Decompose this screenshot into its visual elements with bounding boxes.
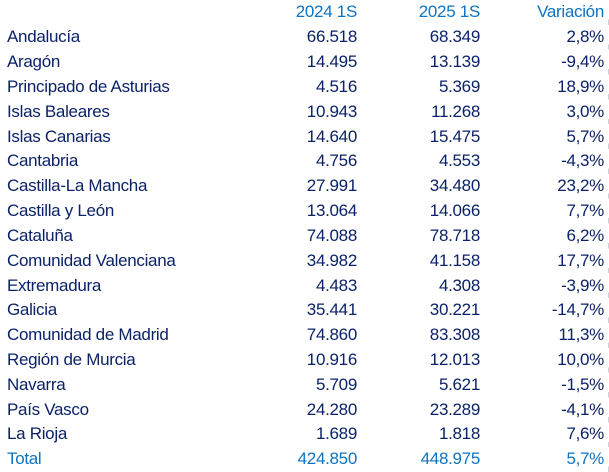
value-2024-1s: 1.689 <box>315 424 357 444</box>
variation-value: 17,7% <box>557 250 604 270</box>
region-name: Navarra <box>7 374 66 394</box>
table-row: Cantabria 4.756 4.553 -4,3% <box>0 149 609 174</box>
region-name: Andalucía <box>7 27 80 47</box>
value-2024-1s: 24.280 <box>306 399 357 419</box>
variation-value: 18,9% <box>557 76 604 96</box>
value-2024-1s: 66.518 <box>306 27 357 47</box>
region-name: Extremadura <box>7 275 102 295</box>
value-2025-1s: 83.308 <box>429 325 480 345</box>
region-name: Comunidad Valenciana <box>7 250 176 270</box>
region-name: Comunidad de Madrid <box>7 325 169 345</box>
value-2025-1s: 5.621 <box>438 374 480 394</box>
column-header-2025-1s: 2025 1S <box>418 2 480 22</box>
variation-value: -4,1% <box>561 399 604 419</box>
variation-value: 6,2% <box>566 225 604 245</box>
region-name: Galicia <box>7 300 57 320</box>
value-2024-1s: 4.516 <box>315 76 357 96</box>
value-2024-1s: 10.943 <box>306 101 357 121</box>
variation-value: 7,7% <box>566 201 604 221</box>
variation-value: 23,2% <box>557 176 604 196</box>
variation-value: -14,7% <box>551 300 604 320</box>
table-row: Islas Baleares 10.943 11.268 3,0% <box>0 99 609 124</box>
value-2024-1s: 27.991 <box>306 176 357 196</box>
variation-value: 5,7% <box>566 126 604 146</box>
value-2025-1s: 4.553 <box>438 151 480 171</box>
value-2025-1s: 68.349 <box>429 27 480 47</box>
variation-value: 5,7% <box>566 449 604 469</box>
value-2024-1s: 35.441 <box>306 300 357 320</box>
value-2025-1s: 78.718 <box>429 225 480 245</box>
value-2025-1s: 13.139 <box>429 52 480 72</box>
value-2025-1s: 1.818 <box>438 424 480 444</box>
table-row: Galicia 35.441 30.221 -14,7% <box>0 298 609 323</box>
table-row: Extremadura 4.483 4.308 -3,9% <box>0 273 609 298</box>
value-2025-1s: 14.066 <box>429 201 480 221</box>
value-2024-1s: 424.850 <box>297 449 357 469</box>
table-row: Comunidad de Madrid 74.860 83.308 11,3% <box>0 323 609 348</box>
table-row: Castilla y León 13.064 14.066 7,7% <box>0 199 609 224</box>
variation-value: -9,4% <box>561 52 604 72</box>
variation-value: 3,0% <box>566 101 604 121</box>
table-row: Castilla-La Mancha 27.991 34.480 23,2% <box>0 174 609 199</box>
value-2024-1s: 10.916 <box>306 350 357 369</box>
column-header-variacion: Variación <box>537 2 604 22</box>
region-name: Castilla y León <box>7 201 115 221</box>
value-2024-1s: 5.709 <box>315 374 357 394</box>
value-2025-1s: 5.369 <box>438 76 480 96</box>
table-row: Andalucía 66.518 68.349 2,8% <box>0 25 609 50</box>
value-2024-1s: 13.064 <box>306 201 357 221</box>
value-2024-1s: 4.756 <box>315 151 357 171</box>
value-2025-1s: 11.268 <box>431 101 480 121</box>
value-2025-1s: 41.158 <box>429 250 480 270</box>
variation-value: -4,3% <box>561 151 604 171</box>
value-2025-1s: 23.289 <box>429 399 480 419</box>
value-2025-1s: 30.221 <box>429 300 480 320</box>
table-row: Cataluña 74.088 78.718 6,2% <box>0 223 609 248</box>
table-body: Andalucía 66.518 68.349 2,8% Aragón 14.495 13.… <box>0 25 609 472</box>
region-name: Total <box>7 449 42 469</box>
table-total-row: Total 424.850 448.975 5,7% <box>0 447 609 472</box>
table-row: Comunidad Valenciana 34.982 41.158 17,7% <box>0 248 609 273</box>
region-name: Cataluña <box>7 225 73 245</box>
region-name: País Vasco <box>7 399 89 419</box>
variation-value: 7,6% <box>566 424 604 444</box>
region-name: Castilla-La Mancha <box>7 176 148 196</box>
region-name: Región de Murcia <box>7 350 136 369</box>
variation-value: 11,3% <box>558 325 605 345</box>
table-row: País Vasco 24.280 23.289 -4,1% <box>0 397 609 422</box>
table-header-row: 2024 1S 2025 1S Variación <box>0 0 609 25</box>
table-row: Principado de Asturias 4.516 5.369 18,9% <box>0 74 609 99</box>
value-2024-1s: 74.088 <box>306 225 357 245</box>
table-row: Aragón 14.495 13.139 -9,4% <box>0 50 609 75</box>
value-2025-1s: 15.475 <box>429 126 480 146</box>
region-name: La Rioja <box>7 424 67 444</box>
table-row: La Rioja 1.689 1.818 7,6% <box>0 422 609 447</box>
variation-value: -1,5% <box>561 374 604 394</box>
value-2024-1s: 14.640 <box>306 126 357 146</box>
region-name: Islas Canarias <box>7 126 111 146</box>
value-2025-1s: 448.975 <box>420 449 480 469</box>
variation-value: 2,8% <box>566 27 604 47</box>
column-header-2024-1s: 2024 1S <box>295 2 357 22</box>
table-row: Navarra 5.709 5.621 -1,5% <box>0 372 609 397</box>
value-2024-1s: 34.982 <box>306 250 357 270</box>
variation-value: -3,9% <box>561 275 604 295</box>
value-2024-1s: 14.495 <box>306 52 357 72</box>
region-name: Islas Baleares <box>7 101 110 121</box>
value-2024-1s: 74.860 <box>306 325 357 345</box>
region-name: Aragón <box>7 52 61 72</box>
value-2024-1s: 4.483 <box>315 275 357 295</box>
variation-value: 10,0% <box>557 350 604 369</box>
value-2025-1s: 12.013 <box>429 350 480 369</box>
table-row: Región de Murcia 10.916 12.013 10,0% <box>0 348 609 373</box>
column-header-region <box>0 0 257 25</box>
value-2025-1s: 4.308 <box>438 275 480 295</box>
region-name: Principado de Asturias <box>7 76 170 96</box>
region-name: Cantabria <box>7 151 79 171</box>
table-row: Islas Canarias 14.640 15.475 5,7% <box>0 124 609 149</box>
value-2025-1s: 34.480 <box>429 176 480 196</box>
